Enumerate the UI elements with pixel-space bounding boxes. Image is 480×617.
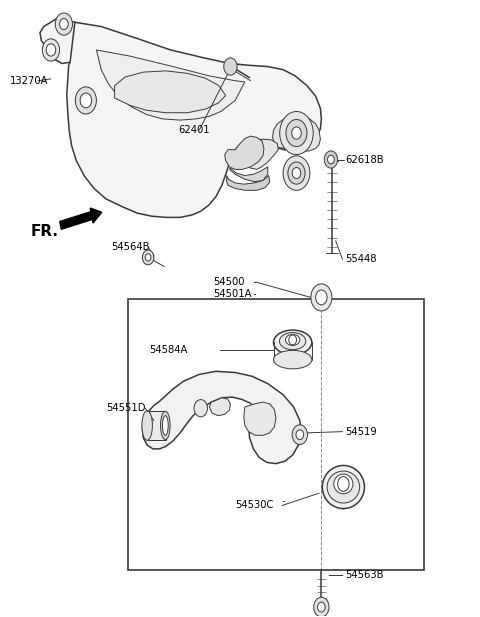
Text: 54530C: 54530C bbox=[235, 500, 274, 510]
Circle shape bbox=[292, 127, 301, 139]
Circle shape bbox=[194, 400, 207, 417]
Polygon shape bbox=[115, 71, 226, 113]
Bar bbox=[128, 299, 424, 570]
Ellipse shape bbox=[286, 334, 300, 346]
Ellipse shape bbox=[323, 465, 364, 508]
Circle shape bbox=[80, 93, 92, 108]
Circle shape bbox=[318, 602, 325, 612]
Circle shape bbox=[292, 425, 308, 445]
Polygon shape bbox=[143, 371, 301, 463]
Polygon shape bbox=[40, 19, 84, 64]
Text: 55448: 55448 bbox=[345, 254, 377, 264]
Polygon shape bbox=[244, 139, 278, 170]
Circle shape bbox=[316, 290, 327, 305]
Text: 62618B: 62618B bbox=[345, 154, 384, 165]
Ellipse shape bbox=[274, 330, 312, 355]
Circle shape bbox=[289, 335, 297, 345]
Bar bbox=[147, 411, 166, 441]
Circle shape bbox=[60, 19, 68, 30]
Ellipse shape bbox=[327, 471, 360, 503]
Text: 54563B: 54563B bbox=[345, 570, 384, 580]
Circle shape bbox=[337, 476, 349, 491]
Circle shape bbox=[280, 112, 313, 155]
Circle shape bbox=[314, 597, 329, 617]
Ellipse shape bbox=[274, 350, 312, 369]
Circle shape bbox=[286, 120, 307, 147]
Polygon shape bbox=[273, 117, 321, 152]
Circle shape bbox=[143, 250, 154, 265]
Text: 54519: 54519 bbox=[345, 426, 377, 437]
Circle shape bbox=[46, 44, 56, 56]
Polygon shape bbox=[244, 402, 276, 436]
Text: 13270A: 13270A bbox=[10, 76, 49, 86]
Text: 54564B: 54564B bbox=[111, 242, 149, 252]
Ellipse shape bbox=[142, 411, 153, 441]
Circle shape bbox=[292, 168, 301, 178]
Text: FR.: FR. bbox=[30, 224, 59, 239]
Circle shape bbox=[288, 162, 305, 184]
Text: 54501A: 54501A bbox=[214, 289, 252, 299]
Polygon shape bbox=[225, 136, 264, 170]
Polygon shape bbox=[96, 50, 245, 120]
Polygon shape bbox=[209, 398, 230, 416]
Circle shape bbox=[311, 284, 332, 311]
Circle shape bbox=[75, 87, 96, 114]
FancyArrow shape bbox=[60, 208, 102, 230]
Ellipse shape bbox=[160, 412, 170, 440]
Text: 54500: 54500 bbox=[214, 277, 245, 287]
Circle shape bbox=[283, 156, 310, 190]
Polygon shape bbox=[227, 175, 270, 190]
Circle shape bbox=[55, 13, 72, 35]
Text: 54551D: 54551D bbox=[106, 404, 145, 413]
Circle shape bbox=[327, 155, 334, 164]
Text: 62401: 62401 bbox=[178, 125, 209, 135]
Circle shape bbox=[296, 430, 304, 440]
Polygon shape bbox=[229, 167, 268, 181]
Ellipse shape bbox=[162, 416, 168, 436]
Circle shape bbox=[224, 58, 237, 75]
Text: 54584A: 54584A bbox=[149, 346, 187, 355]
Polygon shape bbox=[67, 22, 322, 217]
Ellipse shape bbox=[334, 474, 353, 494]
Circle shape bbox=[145, 254, 151, 261]
Circle shape bbox=[324, 151, 337, 168]
Ellipse shape bbox=[279, 333, 306, 350]
Circle shape bbox=[42, 39, 60, 61]
